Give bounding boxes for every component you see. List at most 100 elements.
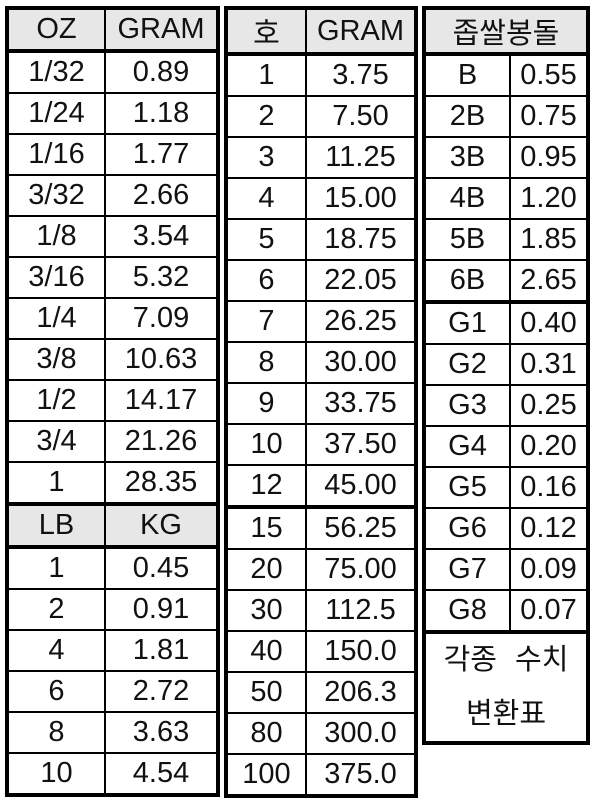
oz-cell: 1/32	[6, 50, 106, 94]
ho-cell: 7	[225, 300, 307, 343]
gram-cell: 28.35	[104, 461, 219, 505]
table-row: 8 30.00	[225, 341, 417, 384]
table-title: 각종 수치 변환표	[423, 629, 589, 745]
table-row: 4B 1.20	[423, 177, 589, 220]
table-row: 2B 0.75	[423, 95, 589, 138]
gram-cell: 1.18	[104, 92, 219, 135]
ho-cell: 6	[225, 259, 307, 302]
size-cell: G5	[423, 466, 511, 509]
gram-cell: 30.00	[305, 341, 417, 384]
kg-header: KG	[104, 502, 219, 549]
size-cell: G4	[423, 425, 511, 468]
table-row: 3 11.25	[225, 136, 417, 179]
footer-row: 각종 수치 변환표	[423, 629, 589, 745]
table-row: G6 0.12	[423, 507, 589, 550]
gram-cell: 11.25	[305, 136, 417, 179]
gram-cell: 0.55	[509, 53, 589, 97]
table-row: 6 2.72	[6, 670, 219, 713]
table-title-line1: 각종 수치	[443, 644, 569, 676]
ho-cell: 4	[225, 177, 307, 220]
oz-cell: 1/16	[6, 133, 106, 176]
oz-cell: 1/2	[6, 379, 106, 422]
gram-cell: 0.31	[509, 343, 589, 386]
oz-cell: 3/32	[6, 174, 106, 217]
table-row: 5 18.75	[225, 218, 417, 261]
ho-header: 호	[225, 7, 307, 56]
ho-cell: 2	[225, 95, 307, 138]
gram-cell: 7.09	[104, 297, 219, 340]
size-cell: 2B	[423, 95, 511, 138]
table-row: 15 56.25	[225, 505, 417, 550]
ho-cell: 10	[225, 423, 307, 466]
gram-cell: 300.0	[305, 712, 417, 755]
jopssal-header-row: 좁쌀봉돌	[423, 7, 589, 56]
gram-cell: 0.25	[509, 384, 589, 427]
gram-cell: 1.77	[104, 133, 219, 176]
ho-header-row: 호 GRAM	[225, 7, 417, 56]
gram-cell: 0.07	[509, 589, 589, 633]
size-cell: 4B	[423, 177, 511, 220]
lb-cell: 4	[6, 629, 106, 672]
size-cell: G6	[423, 507, 511, 550]
gram-cell: 375.0	[305, 753, 417, 797]
table-row: 10 37.50	[225, 423, 417, 466]
table-row: 40 150.0	[225, 630, 417, 673]
kg-cell: 1.81	[104, 629, 219, 672]
gram-cell: 7.50	[305, 95, 417, 138]
table-row: 2 7.50	[225, 95, 417, 138]
table-row: 1 28.35	[6, 461, 219, 505]
table-row: 6B 2.65	[423, 259, 589, 303]
kg-cell: 0.45	[104, 546, 219, 590]
oz-cell: 3/8	[6, 338, 106, 381]
table-row: 1/32 0.89	[6, 50, 219, 94]
gram-cell: 10.63	[104, 338, 219, 381]
table-row: 10 4.54	[6, 752, 219, 796]
gram-cell: 0.09	[509, 548, 589, 591]
gram-cell: 112.5	[305, 589, 417, 632]
gram-cell: 150.0	[305, 630, 417, 673]
table-row: 1/16 1.77	[6, 133, 219, 176]
table-row: G8 0.07	[423, 589, 589, 633]
ho-cell: 40	[225, 630, 307, 673]
gram-cell: 5.32	[104, 256, 219, 299]
ho-cell: 9	[225, 382, 307, 425]
table-row: 3/32 2.66	[6, 174, 219, 217]
lb-cell: 2	[6, 588, 106, 631]
ho-cell: 5	[225, 218, 307, 261]
gram-cell: 2.66	[104, 174, 219, 217]
lb-header-row: LB KG	[6, 502, 219, 549]
size-cell: B	[423, 53, 511, 97]
table-row: 1/4 7.09	[6, 297, 219, 340]
table-title-line2: 변환표	[465, 697, 547, 730]
oz-cell: 3/4	[6, 420, 106, 463]
ho-cell: 80	[225, 712, 307, 755]
table-row: 9 33.75	[225, 382, 417, 425]
gram-cell: 3.54	[104, 215, 219, 258]
gram-cell: 3.75	[305, 53, 417, 97]
table-row: G4 0.20	[423, 425, 589, 468]
size-cell: G8	[423, 589, 511, 633]
gram-cell: 56.25	[305, 505, 417, 550]
ho-cell: 30	[225, 589, 307, 632]
lb-cell: 1	[6, 546, 106, 590]
table-row: 7 26.25	[225, 300, 417, 343]
gram-cell: 14.17	[104, 379, 219, 422]
ho-cell: 1	[225, 53, 307, 97]
gram-cell: 0.75	[509, 95, 589, 138]
kg-cell: 3.63	[104, 711, 219, 754]
ho-cell: 20	[225, 548, 307, 591]
oz-cell: 1	[6, 461, 106, 505]
table-row: 3/4 21.26	[6, 420, 219, 463]
gram-cell: 1.20	[509, 177, 589, 220]
ho-cell: 100	[225, 753, 307, 797]
table-row: 1 0.45	[6, 546, 219, 590]
table-row: 20 75.00	[225, 548, 417, 591]
table-row: 50 206.3	[225, 671, 417, 714]
table-row: 12 45.00	[225, 464, 417, 508]
table-row: 8 3.63	[6, 711, 219, 754]
kg-cell: 2.72	[104, 670, 219, 713]
ho-cell: 50	[225, 671, 307, 714]
gram-cell: 0.12	[509, 507, 589, 550]
gram-cell: 0.16	[509, 466, 589, 509]
